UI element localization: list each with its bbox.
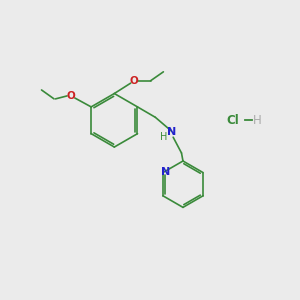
Text: N: N: [167, 127, 176, 137]
Text: H: H: [160, 132, 167, 142]
Text: O: O: [130, 76, 139, 86]
Text: O: O: [67, 91, 76, 101]
Text: N: N: [161, 167, 170, 177]
Text: H: H: [253, 114, 261, 127]
Text: Cl: Cl: [227, 114, 240, 127]
